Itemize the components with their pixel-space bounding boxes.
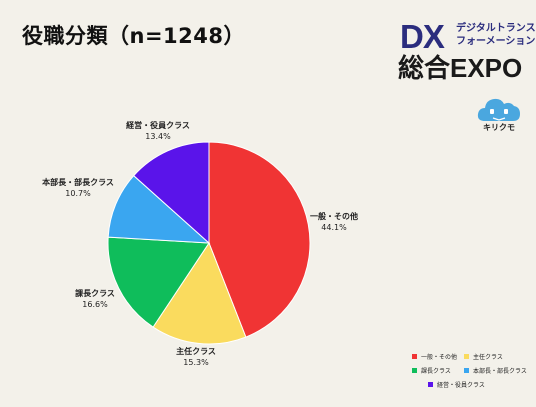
slice-percent-label: 44.1% bbox=[321, 223, 347, 232]
legend-swatch bbox=[412, 368, 417, 373]
legend-item: 本部長・部長クラス bbox=[464, 366, 527, 375]
mascot-logo: キリクモ bbox=[474, 94, 524, 144]
legend-item: 経営・役員クラス bbox=[428, 380, 485, 389]
legend-swatch bbox=[464, 368, 469, 373]
slice-label: 経営・役員クラス bbox=[126, 120, 190, 130]
slice-label: 本部長・部長クラス bbox=[41, 177, 114, 187]
pie-slice bbox=[152, 241, 247, 345]
logo-subtitle-line1: デジタルトランス bbox=[456, 23, 536, 34]
legend-label: 課長クラス bbox=[421, 368, 451, 375]
slice-label: 一般・その他 bbox=[310, 211, 358, 221]
slice-percent-label: 13.4% bbox=[145, 132, 171, 141]
logo-subtitle: デジタルトランス フォーメーション bbox=[456, 22, 536, 48]
logo-dx-text: DX bbox=[400, 18, 445, 55]
pie-slice bbox=[133, 141, 210, 245]
legend-label: 本部長・部長クラス bbox=[473, 368, 527, 375]
legend-swatch bbox=[428, 382, 433, 387]
legend-swatch bbox=[412, 354, 417, 359]
dx-expo-logo: DX デジタルトランス フォーメーション 総合EXPO bbox=[398, 18, 536, 86]
pie-slice bbox=[107, 174, 211, 244]
slice-percent-label: 16.6% bbox=[82, 300, 108, 309]
legend-swatch bbox=[464, 354, 469, 359]
cloud-mascot-icon bbox=[477, 98, 520, 121]
legend-item: 一般・その他 bbox=[412, 352, 457, 361]
chart-title: 役職分類（n=1248） bbox=[22, 24, 245, 48]
legend-label: 経営・役員クラス bbox=[437, 382, 485, 389]
legend-item: 課長クラス bbox=[412, 366, 451, 375]
legend-label: 主任クラス bbox=[473, 354, 503, 361]
pie-slice bbox=[107, 236, 210, 328]
slice-label: 主任クラス bbox=[176, 346, 216, 356]
slice-percent-label: 15.3% bbox=[183, 358, 209, 367]
mascot-label: キリクモ bbox=[483, 123, 515, 132]
logo-subtitle-line2: フォーメーション bbox=[456, 36, 536, 47]
logo-expo-text: 総合EXPO bbox=[398, 53, 523, 83]
legend-label: 一般・その他 bbox=[421, 354, 458, 361]
slice-percent-label: 10.7% bbox=[65, 189, 91, 198]
legend-item: 主任クラス bbox=[464, 352, 503, 361]
pie-slice bbox=[208, 141, 311, 338]
slice-label: 課長クラス bbox=[75, 288, 115, 298]
